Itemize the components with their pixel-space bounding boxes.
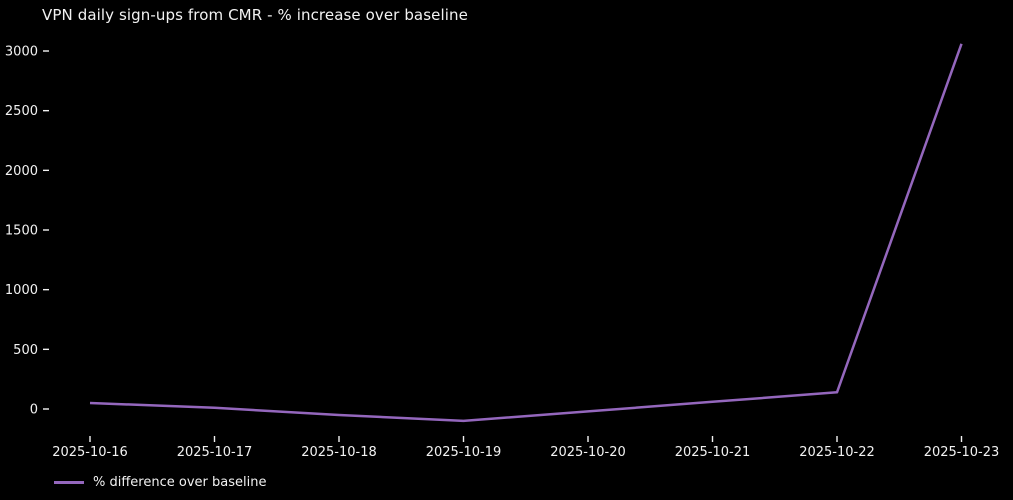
x-axis-tick-label: 2025-10-20 (550, 445, 626, 460)
y-axis-tick-label: 2500 (5, 104, 38, 119)
x-axis-tick-label: 2025-10-16 (52, 445, 128, 460)
x-axis-tick-label: 2025-10-23 (924, 445, 1000, 460)
y-axis-tick-label: 1000 (5, 283, 38, 298)
legend: % difference over baseline (54, 475, 266, 490)
y-axis-tick-label: 2000 (5, 164, 38, 179)
x-axis-tick-label: 2025-10-17 (177, 445, 253, 460)
chart-title: VPN daily sign-ups from CMR - % increase… (42, 6, 468, 24)
x-axis-tick-label: 2025-10-19 (426, 445, 502, 460)
x-axis-tick-label: 2025-10-21 (675, 445, 751, 460)
y-axis-tick-label: 0 (30, 403, 38, 418)
y-axis-tick-label: 3000 (5, 45, 38, 60)
x-axis-tick-label: 2025-10-22 (799, 445, 875, 460)
y-axis-tick-label: 500 (13, 343, 38, 358)
y-axis-tick-label: 1500 (5, 224, 38, 239)
x-axis-tick-label: 2025-10-18 (301, 445, 377, 460)
legend-line-swatch-icon (54, 481, 84, 484)
series-line (89, 43, 963, 423)
legend-label: % difference over baseline (93, 475, 267, 490)
